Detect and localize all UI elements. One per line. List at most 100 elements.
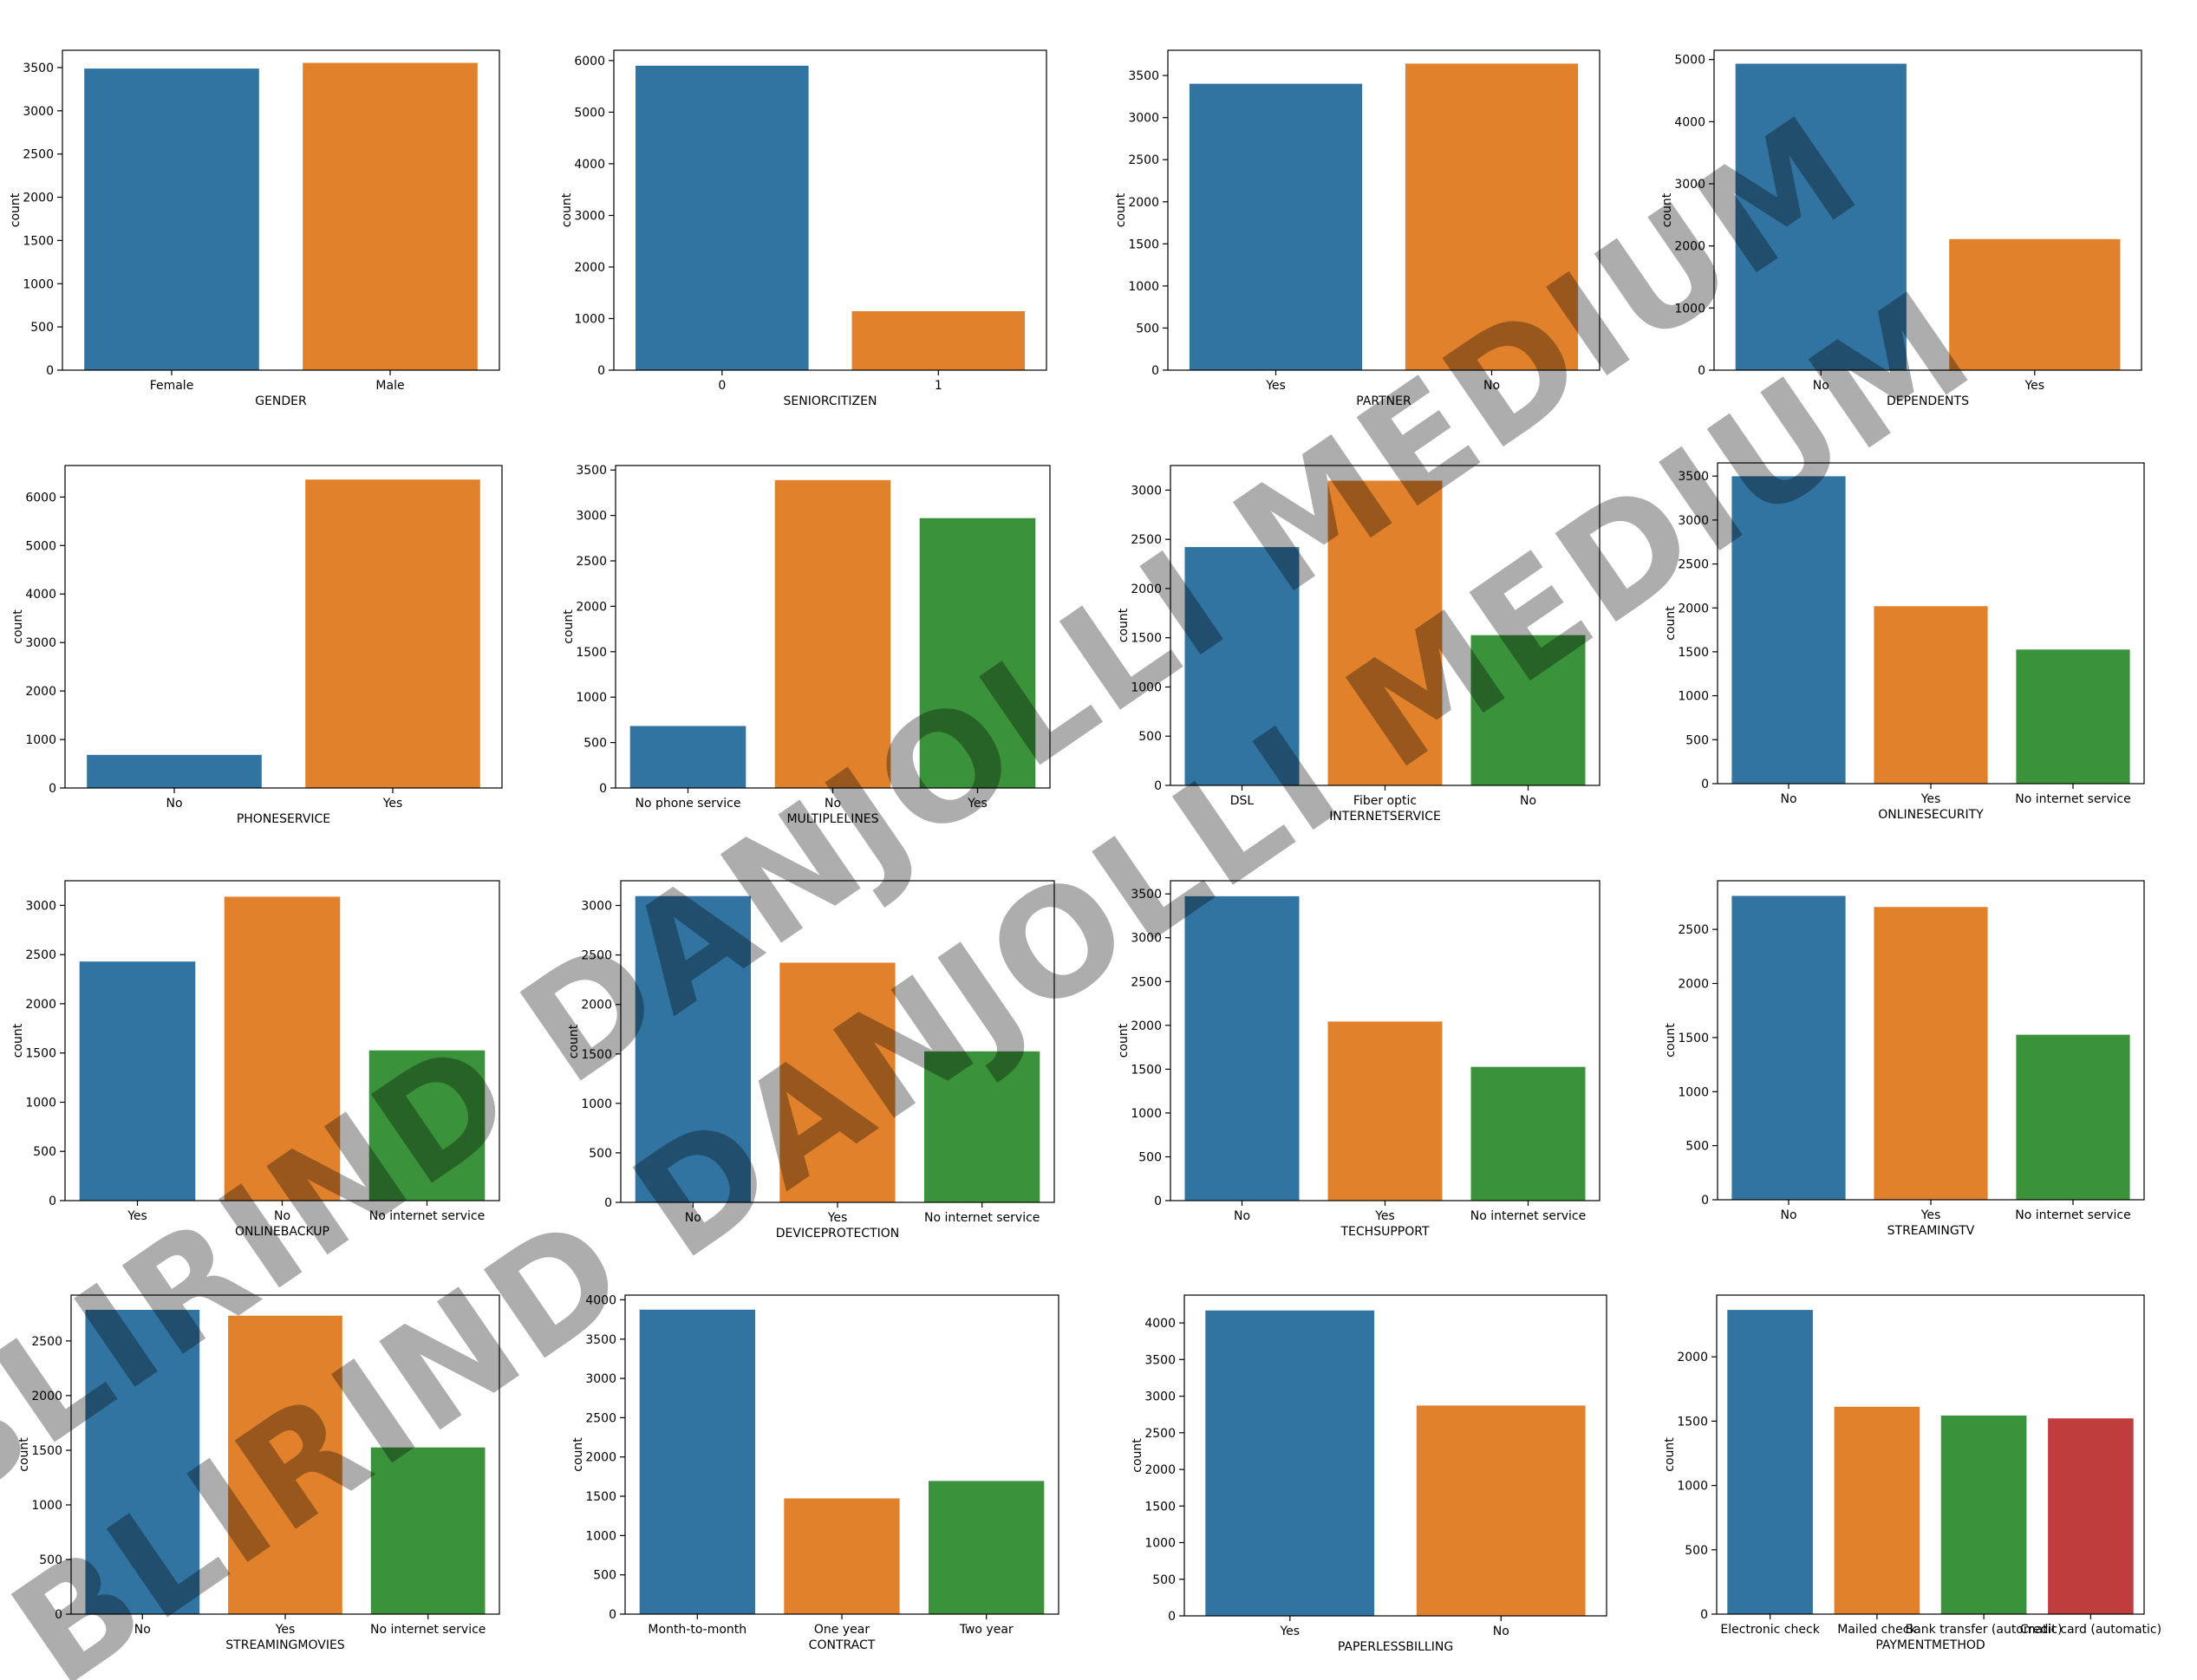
- y-tick-label: 2000: [576, 600, 607, 614]
- y-tick-label: 3500: [1131, 888, 1162, 902]
- y-axis-title: count: [1664, 606, 1678, 641]
- y-tick-label: 2500: [23, 148, 54, 162]
- x-axis-title: ONLINESECURITY: [1878, 808, 1984, 822]
- y-axis-title: count: [1114, 192, 1128, 227]
- y-tick-label: 0: [599, 782, 607, 796]
- x-axis-title: DEPENDENTS: [1887, 394, 1969, 408]
- y-tick-label: 5000: [25, 539, 56, 553]
- y-tick-label: 3000: [1131, 932, 1162, 946]
- x-axis-title: SENIORCITIZEN: [784, 394, 877, 408]
- x-tick-label: Yes: [127, 1209, 147, 1223]
- y-tick-label: 1500: [1131, 632, 1162, 646]
- bar-yes: [228, 1315, 342, 1614]
- bar-yes: [1189, 83, 1363, 370]
- y-tick-label: 0: [55, 1608, 62, 1622]
- y-tick-label: 1000: [574, 313, 605, 327]
- y-tick-label: 2000: [1678, 978, 1709, 992]
- bar-credit-card-automatic-: [2048, 1418, 2134, 1614]
- chart-panel-dependents: 0 1000 2000 3000 4000 5000 No Yes DEPENDENTS coun…: [1660, 49, 2142, 408]
- bar-mailed-check: [1834, 1406, 1920, 1614]
- plot-frame: [64, 880, 500, 1201]
- bar-no-internet-service: [2016, 649, 2130, 784]
- y-axis-title: count: [9, 192, 23, 227]
- y-tick-label: 2000: [1674, 240, 1705, 254]
- x-tick-label: Yes: [382, 797, 403, 811]
- plot-frame: [1170, 880, 1600, 1201]
- y-tick-label: 0: [1154, 779, 1162, 793]
- y-tick-label: 2000: [1131, 583, 1162, 596]
- y-tick-label: 6000: [574, 55, 605, 68]
- plot-frame: [62, 49, 500, 371]
- x-tick-label: One year: [814, 1623, 870, 1637]
- bar-bank-transfer-automatic-: [1940, 1415, 2027, 1614]
- y-tick-label: 0: [1154, 1195, 1162, 1208]
- chart-panel-streamingmovies: 0 500 1000 1500 2000 2500 No Yes No internet ser…: [17, 1294, 500, 1652]
- plot-frame: [1717, 462, 2145, 785]
- y-tick-label: 3000: [25, 636, 56, 650]
- y-tick-label: 0: [1168, 1610, 1176, 1624]
- chart-panel-paymentmethod: 0 500 1000 1500 2000 Electronic check Mailed c…: [1663, 1294, 2161, 1652]
- y-tick-label: 3000: [25, 899, 56, 913]
- y-axis-title: count: [11, 609, 25, 644]
- x-tick-label: 1: [935, 379, 942, 393]
- chart-panel-seniorcitizen: 0 1000 2000 3000 4000 5000 6000 0 1 SENIORCITIZEN…: [560, 49, 1047, 408]
- y-tick-label: 500: [39, 1553, 62, 1567]
- x-axis-title: DEVICEPROTECTION: [776, 1227, 900, 1240]
- x-tick-label: No: [1493, 1625, 1509, 1638]
- y-tick-label: 3000: [1678, 514, 1709, 528]
- y-tick-label: 0: [1701, 778, 1709, 791]
- y-tick-label: 1500: [585, 1490, 616, 1504]
- x-tick-label: No: [166, 797, 182, 811]
- bar-no-phone-service: [629, 726, 746, 788]
- x-tick-label: Mailed check: [1837, 1623, 1917, 1637]
- chart-panel-techsupport: 0 500 1000 1500 2000 2500 3000 3500 No Yes No inte…: [1117, 880, 1600, 1239]
- plot-frame: [64, 465, 503, 789]
- bar-female: [84, 68, 259, 370]
- bar-yes: [305, 479, 480, 788]
- y-axis-title: count: [1663, 1437, 1677, 1472]
- y-tick-label: 3500: [576, 464, 607, 478]
- x-tick-label: No internet service: [924, 1211, 1040, 1225]
- y-axis-title: count: [1117, 608, 1131, 642]
- y-tick-label: 2000: [1131, 1019, 1162, 1033]
- y-tick-label: 1000: [1131, 1107, 1162, 1121]
- y-axis-title: count: [562, 609, 576, 644]
- y-tick-label: 2500: [1128, 153, 1159, 167]
- x-tick-label: Yes: [1920, 1208, 1941, 1222]
- y-tick-label: 2500: [1131, 975, 1162, 989]
- bar-male: [303, 62, 478, 370]
- y-tick-label: 1000: [1674, 302, 1705, 316]
- bar-month-to-month: [639, 1309, 755, 1614]
- bar-no-internet-service: [1470, 1066, 1586, 1201]
- x-tick-label: Yes: [827, 1211, 848, 1225]
- x-tick-label: Yes: [2024, 379, 2044, 393]
- y-tick-label: 2000: [25, 685, 56, 699]
- y-tick-label: 4000: [25, 588, 56, 602]
- bar-yes: [1205, 1310, 1375, 1616]
- bar-no: [224, 896, 341, 1201]
- x-tick-label: No: [274, 1209, 290, 1223]
- bar-yes: [779, 962, 896, 1202]
- x-tick-label: Yes: [1920, 792, 1941, 806]
- y-tick-label: 3000: [585, 1372, 616, 1386]
- x-tick-label: No: [825, 797, 841, 811]
- x-tick-label: Electronic check: [1720, 1623, 1820, 1637]
- y-tick-label: 3500: [23, 62, 54, 75]
- x-axis-title: TECHSUPPORT: [1340, 1225, 1430, 1239]
- y-tick-label: 1000: [23, 277, 54, 291]
- x-tick-label: Yes: [275, 1623, 296, 1637]
- y-tick-label: 1000: [1678, 1085, 1709, 1099]
- bar-fiber-optic: [1327, 480, 1443, 785]
- y-tick-label: 1000: [1677, 1480, 1708, 1494]
- y-tick-label: 2500: [576, 555, 607, 569]
- bar-no: [1416, 1405, 1586, 1616]
- y-tick-label: 3000: [574, 210, 605, 224]
- y-tick-label: 2000: [1677, 1351, 1708, 1364]
- x-tick-label: Month-to-month: [648, 1623, 746, 1637]
- y-axis-title: count: [1117, 1023, 1131, 1058]
- y-tick-label: 0: [46, 364, 54, 378]
- bar-no: [774, 479, 891, 788]
- y-tick-label: 500: [1685, 1140, 1709, 1154]
- y-tick-label: 2000: [574, 261, 605, 275]
